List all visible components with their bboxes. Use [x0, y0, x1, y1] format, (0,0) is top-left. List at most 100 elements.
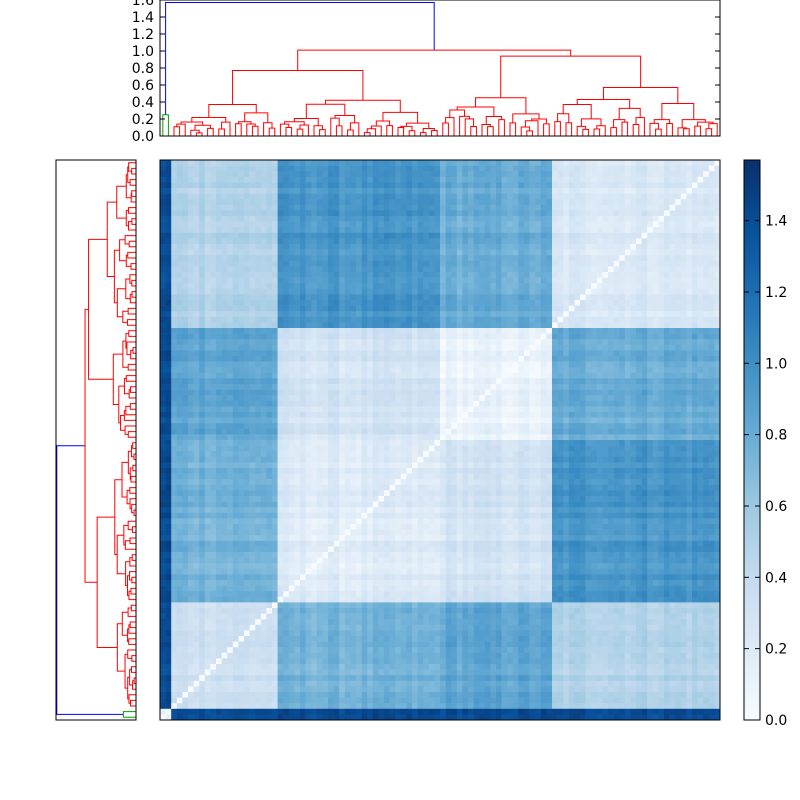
- heatmap-cell: [260, 171, 267, 178]
- heatmap-cell: [596, 176, 603, 183]
- heatmap-cell: [266, 171, 273, 178]
- heatmap-cell: [389, 199, 396, 206]
- left-dendrogram-link: [88, 238, 114, 380]
- heatmap-cell: [361, 356, 368, 362]
- heatmap-cell: [669, 210, 676, 217]
- heatmap-cell: [417, 412, 424, 418]
- heatmap-cell: [473, 294, 480, 301]
- heatmap-cell: [193, 361, 200, 368]
- heatmap-cell: [596, 412, 603, 418]
- heatmap-cell: [305, 412, 312, 418]
- heatmap-cell: [193, 316, 200, 323]
- heatmap-cell: [350, 361, 357, 368]
- heatmap-cell: [288, 249, 295, 256]
- heatmap-cell: [434, 322, 441, 329]
- heatmap-cell: [714, 193, 721, 200]
- heatmap-cell: [389, 356, 396, 362]
- heatmap-cell: [608, 316, 614, 323]
- heatmap-cell: [624, 367, 631, 374]
- heatmap-cell: [305, 406, 312, 413]
- heatmap-cell: [255, 188, 262, 194]
- heatmap-cell: [395, 305, 402, 312]
- heatmap-cell: [272, 395, 278, 402]
- heatmap-cell: [221, 227, 228, 234]
- heatmap-cell: [350, 311, 357, 318]
- heatmap-cell: [255, 384, 262, 390]
- heatmap-cell: [574, 322, 581, 329]
- heatmap-cell: [479, 238, 486, 245]
- heatmap-cell: [367, 182, 374, 189]
- heatmap-cell: [703, 406, 710, 413]
- heatmap-cell: [350, 356, 357, 362]
- heatmap-cell: [540, 316, 547, 323]
- heatmap-cell: [328, 328, 334, 334]
- heatmap-cell: [686, 232, 693, 239]
- heatmap-cell: [692, 277, 698, 284]
- heatmap-cell: [412, 305, 418, 312]
- heatmap-cell: [305, 244, 312, 250]
- heatmap-cell: [266, 406, 273, 413]
- heatmap-cell: [344, 266, 351, 273]
- heatmap-cell: [199, 339, 206, 346]
- heatmap-cell: [199, 288, 206, 295]
- heatmap-cell: [406, 322, 413, 329]
- heatmap-cell: [238, 389, 245, 396]
- heatmap-cell: [440, 423, 446, 430]
- heatmap-cell: [199, 389, 206, 396]
- heatmap-cell: [344, 260, 351, 267]
- heatmap-cell: [619, 344, 626, 351]
- heatmap-cell: [507, 188, 514, 194]
- heatmap-cell: [193, 176, 200, 183]
- heatmap-cell: [552, 221, 558, 228]
- heatmap-cell: [305, 227, 312, 234]
- left-dendrogram-link: [131, 445, 134, 458]
- heatmap-cell: [165, 344, 172, 351]
- heatmap-cell: [193, 255, 200, 262]
- heatmap-cell: [462, 255, 469, 262]
- heatmap-cell: [305, 188, 312, 194]
- heatmap-cell: [619, 294, 626, 301]
- heatmap-cell: [496, 260, 502, 267]
- heatmap-cell: [563, 193, 570, 200]
- heatmap-cell: [518, 288, 525, 295]
- heatmap-cell: [686, 221, 693, 228]
- heatmap-cell: [675, 199, 682, 206]
- heatmap-cell: [686, 384, 693, 390]
- heatmap-cell: [507, 316, 514, 323]
- heatmap-cell: [512, 165, 519, 172]
- heatmap-cell: [288, 171, 295, 178]
- heatmap-cell: [456, 204, 463, 211]
- top-dendrogram-link: [194, 124, 211, 131]
- heatmap-cell: [652, 260, 659, 267]
- heatmap-cell: [378, 260, 385, 267]
- heatmap-cell: [204, 417, 211, 424]
- heatmap-cell: [361, 255, 368, 262]
- top-dendrogram-link: [621, 121, 629, 136]
- heatmap-cell: [333, 300, 340, 306]
- heatmap-cell: [697, 361, 704, 368]
- heatmap-cell: [288, 406, 295, 413]
- heatmap-cell: [400, 400, 407, 407]
- heatmap-cell: [249, 182, 256, 189]
- heatmap-cell: [434, 204, 441, 211]
- left-dendrogram-link: [128, 221, 136, 231]
- heatmap-cell: [311, 339, 318, 346]
- heatmap-cell: [440, 417, 446, 424]
- heatmap-cell: [440, 316, 446, 323]
- heatmap-cell: [311, 417, 318, 424]
- heatmap-cell: [596, 160, 603, 166]
- heatmap-cell: [540, 182, 547, 189]
- heatmap-cell: [182, 333, 189, 340]
- heatmap-cell: [434, 244, 441, 250]
- heatmap-cell: [412, 372, 418, 379]
- heatmap-cell: [697, 176, 704, 183]
- heatmap-cell: [199, 266, 206, 273]
- heatmap-cell: [697, 300, 704, 306]
- heatmap-cell: [697, 316, 704, 323]
- heatmap-cell: [675, 260, 682, 267]
- heatmap-cell: [328, 232, 334, 239]
- heatmap-cell: [344, 255, 351, 262]
- heatmap-cell: [255, 300, 262, 306]
- heatmap-cell: [692, 193, 698, 200]
- heatmap-cell: [624, 400, 631, 407]
